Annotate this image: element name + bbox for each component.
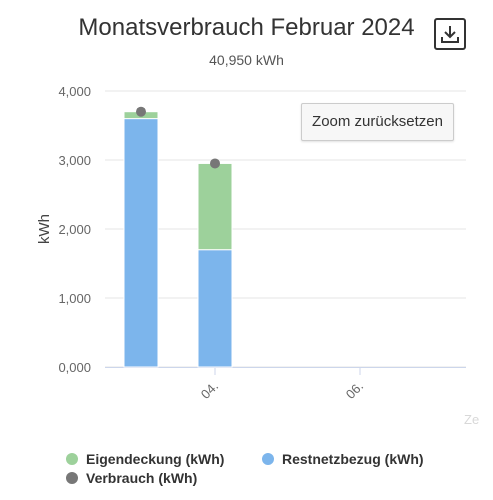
zoom-reset-button[interactable]: Zoom zurücksetzen — [301, 103, 454, 141]
legend-label-verbrauch: Verbrauch (kWh) — [86, 470, 198, 486]
download-icon — [441, 26, 459, 43]
legend-marker-restnetzbezug — [262, 453, 274, 465]
y-tick-label: 3,000 — [58, 153, 91, 168]
legend-label-restnetzbezug: Restnetzbezug (kWh) — [282, 451, 424, 467]
bar-restnetzbezug — [123, 118, 159, 368]
legend-item-verbrauch[interactable]: Verbrauch (kWh) — [66, 470, 197, 486]
bar-restnetzbezug — [197, 249, 233, 368]
legend-marker-eigendeckung — [66, 453, 78, 465]
y-tick-label: 4,000 — [58, 84, 91, 99]
legend-item-eigendeckung[interactable]: Eigendeckung (kWh) — [66, 451, 224, 467]
chart-title: Monatsverbrauch Februar 2024 — [78, 14, 415, 41]
bar-eigendeckung — [197, 162, 233, 251]
download-button[interactable] — [434, 18, 466, 50]
y-axis-title: kWh — [36, 214, 53, 244]
y-tick-label: 0,000 — [58, 360, 91, 375]
x-tick-label: 04. — [198, 379, 221, 402]
x-edge-label: Ze — [464, 412, 479, 427]
legend-marker-verbrauch — [66, 472, 78, 484]
verbrauch-point — [210, 158, 220, 169]
x-tick-label: 06. — [343, 379, 366, 402]
chart-subtitle: 40,950 kWh — [209, 52, 284, 68]
y-tick-label: 2,000 — [58, 222, 91, 237]
legend-label-eigendeckung: Eigendeckung (kWh) — [86, 451, 225, 467]
verbrauch-point — [136, 106, 146, 117]
y-tick-label: 1,000 — [58, 291, 91, 306]
legend-item-restnetzbezug[interactable]: Restnetzbezug (kWh) — [262, 451, 424, 467]
